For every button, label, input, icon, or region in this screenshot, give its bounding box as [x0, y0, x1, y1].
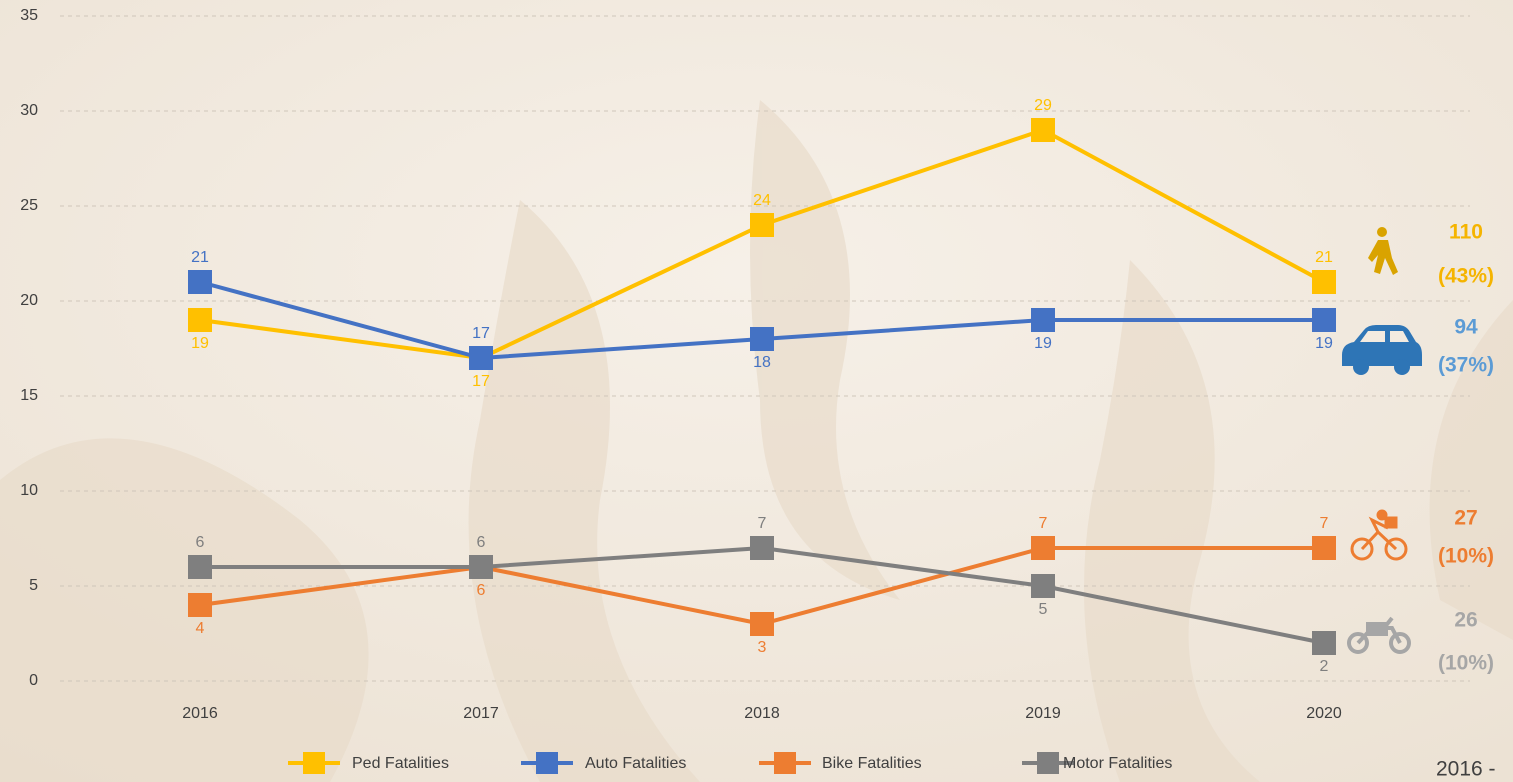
background-pattern — [0, 100, 1513, 782]
y-tick-label: 25 — [20, 197, 38, 214]
data-label: 17 — [472, 325, 490, 342]
data-label: 21 — [1315, 249, 1333, 266]
annotation-share: (37%) — [1438, 354, 1494, 377]
data-label: 5 — [1039, 601, 1048, 618]
marker — [1312, 308, 1336, 332]
data-label: 29 — [1034, 97, 1052, 114]
data-label: 19 — [1034, 335, 1052, 352]
annotation-total: 94 — [1454, 316, 1478, 339]
annotation-share: (10%) — [1438, 652, 1494, 675]
y-tick-label: 30 — [20, 102, 38, 119]
marker — [188, 270, 212, 294]
marker — [469, 346, 493, 370]
motorcycle-icon — [1347, 616, 1411, 654]
data-label: 19 — [1315, 335, 1333, 352]
annotation-total: 27 — [1454, 507, 1477, 530]
data-label: 19 — [191, 335, 209, 352]
data-label: 4 — [196, 620, 205, 637]
data-label: 18 — [753, 354, 771, 371]
marker — [1031, 118, 1055, 142]
data-label: 17 — [472, 373, 490, 390]
annotation-share: (10%) — [1438, 545, 1494, 568]
marker — [188, 555, 212, 579]
data-label: 7 — [1039, 515, 1048, 532]
annotation-total: 26 — [1454, 609, 1477, 632]
y-tick-label: 5 — [29, 577, 38, 594]
marker — [1312, 270, 1336, 294]
legend-label: Auto Fatalities — [585, 755, 686, 772]
marker — [188, 593, 212, 617]
car-icon — [1342, 325, 1422, 375]
data-label: 2 — [1320, 658, 1329, 675]
data-label: 6 — [477, 534, 486, 551]
marker — [1031, 308, 1055, 332]
marker — [750, 536, 774, 560]
data-label: 7 — [1320, 515, 1329, 532]
legend-label: Ped Fatalities — [352, 755, 449, 772]
data-label: 3 — [758, 639, 767, 656]
ped-icon — [1368, 227, 1398, 275]
footer: 2016 - — [1436, 758, 1496, 781]
marker — [750, 612, 774, 636]
annotation-share: (43%) — [1438, 265, 1494, 288]
data-label: 7 — [758, 515, 767, 532]
marker — [1312, 536, 1336, 560]
data-label: 6 — [196, 534, 205, 551]
y-tick-label: 0 — [29, 672, 38, 689]
marker — [750, 327, 774, 351]
marker — [1031, 536, 1055, 560]
x-tick-label: 2018 — [744, 705, 780, 722]
marker — [750, 213, 774, 237]
data-label: 24 — [753, 192, 771, 209]
legend-label: Motor Fatalities — [1063, 755, 1172, 772]
y-tick-label: 10 — [20, 482, 38, 499]
marker — [1031, 574, 1055, 598]
y-tick-label: 35 — [20, 7, 38, 24]
x-tick-label: 2019 — [1025, 705, 1061, 722]
legend-marker — [303, 752, 325, 774]
marker — [469, 555, 493, 579]
x-tick-label: 2017 — [463, 705, 499, 722]
marker — [188, 308, 212, 332]
legend-marker — [1037, 752, 1059, 774]
annotation-total: 110 — [1449, 221, 1483, 244]
legend-label: Bike Fatalities — [822, 755, 922, 772]
legend-marker — [774, 752, 796, 774]
bike-icon — [1350, 509, 1408, 561]
x-tick-label: 2016 — [182, 705, 218, 722]
data-label: 21 — [191, 249, 209, 266]
data-label: 6 — [477, 582, 486, 599]
x-tick-label: 2020 — [1306, 705, 1342, 722]
legend-marker — [536, 752, 558, 774]
y-tick-label: 20 — [20, 292, 38, 309]
marker — [1312, 631, 1336, 655]
y-tick-label: 15 — [20, 387, 38, 404]
